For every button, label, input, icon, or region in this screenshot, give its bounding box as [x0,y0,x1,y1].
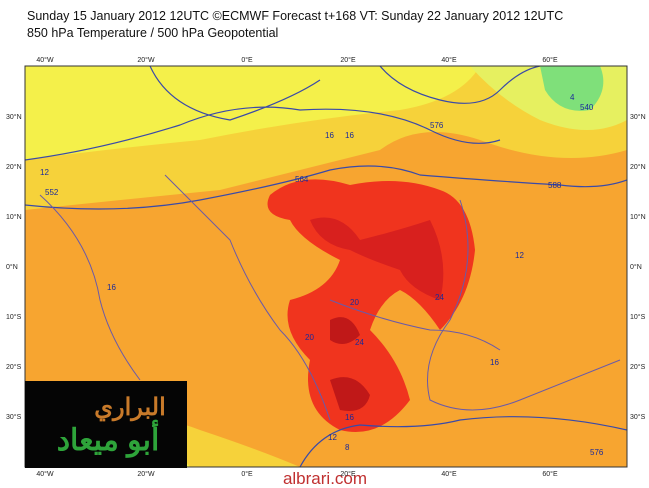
lat-label-left: 30°N [6,113,22,121]
lon-label-bottom: 60°E [542,470,558,478]
header-line1: Sunday 15 January 2012 12UTC ©ECMWF Fore… [27,9,563,23]
contour-label: 588 [548,181,562,190]
contour-label: 12 [328,433,337,442]
lon-label-bottom: 20°E [340,470,356,478]
contour-label: 16 [345,131,354,140]
watermark: albrari.com [283,469,367,488]
lat-label-left: 0°N [6,263,18,271]
lat-label-left: 10°S [6,313,22,321]
lon-label-bottom: 40°W [36,470,54,478]
header-line2: 850 hPa Temperature / 500 hPa Geopotenti… [27,26,278,40]
contour-label: 16 [107,283,116,292]
lon-label-bottom: 40°E [441,470,457,478]
lon-label-top: 60°E [542,56,558,64]
contour-label: 16 [345,413,354,422]
contour-label: 20 [305,333,314,342]
logo-line2: أبو ميعاد [57,419,160,458]
contour-label: 576 [590,448,604,457]
lat-label-right: 30°S [630,413,646,421]
contour-label: 24 [435,293,444,302]
contour-label: 540 [580,103,594,112]
lat-label-right: 20°N [630,163,646,171]
contour-label: 4 [570,93,575,102]
lon-label-bottom: 0°E [241,470,253,478]
lon-label-top: 40°E [441,56,457,64]
contour-label: 24 [355,338,364,347]
lat-label-right: 10°N [630,213,646,221]
contour-label: 564 [295,175,309,184]
lat-label-left: 30°S [6,413,22,421]
lat-label-right: 10°S [630,313,646,321]
contour-label: 8 [345,443,350,452]
contour-label: 16 [325,131,334,140]
contour-label: 16 [490,358,499,367]
lon-label-top: 40°W [36,56,54,64]
lon-label-top: 20°W [137,56,155,64]
lat-label-right: 20°S [630,363,646,371]
logo-box [25,381,187,468]
lat-label-left: 10°N [6,213,22,221]
contour-label: 20 [350,298,359,307]
contour-label: 552 [45,188,59,197]
lon-label-top: 20°E [340,56,356,64]
logo-line1: البراري [94,394,166,422]
lat-label-right: 0°N [630,263,642,271]
lat-label-left: 20°N [6,163,22,171]
contour-label: 12 [515,251,524,260]
lon-label-top: 0°E [241,56,253,64]
lat-label-left: 20°S [6,363,22,371]
lon-label-bottom: 20°W [137,470,155,478]
lat-label-right: 30°N [630,113,646,121]
contour-label: 12 [40,168,49,177]
contour-label: 576 [430,121,444,130]
